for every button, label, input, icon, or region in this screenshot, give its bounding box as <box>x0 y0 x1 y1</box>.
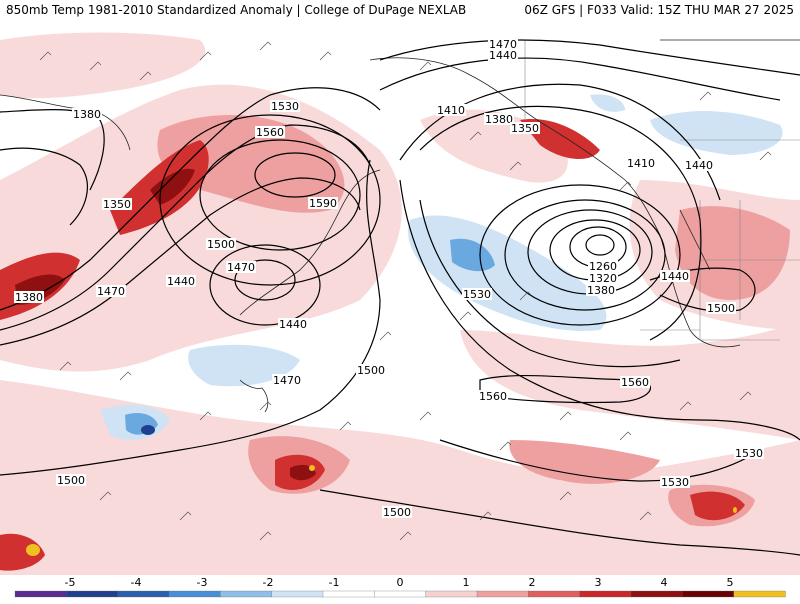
colorbar-tick-label: 0 <box>397 576 404 589</box>
colorbar-tick-label: 4 <box>661 576 668 589</box>
colorbar-swatch <box>220 590 273 598</box>
contour-label: 1500 <box>57 474 85 487</box>
contour-label: 1410 <box>627 157 655 170</box>
contour-label: 1500 <box>357 364 385 377</box>
colorbar-swatch <box>374 590 427 598</box>
colorbar-svg: -5 -4 -3 -2 -1 0 1 2 3 4 5 <box>14 576 786 598</box>
anomaly-fill-positive-medium <box>157 115 790 527</box>
colorbar-tick-label: -2 <box>263 576 274 589</box>
anomaly-fill-negative-dark <box>141 425 155 435</box>
wind-barbs <box>39 41 772 541</box>
contour-label: 1470 <box>227 261 255 274</box>
colorbar-tick-label: -5 <box>65 576 76 589</box>
contour-label: 1470 <box>273 374 301 387</box>
contour-label: 1590 <box>309 197 337 210</box>
colorbar-swatch <box>271 590 324 598</box>
contour-label: 1260 <box>589 260 617 273</box>
colorbar-swatch <box>425 590 478 598</box>
contour-label: 1560 <box>479 390 507 403</box>
colorbar: -5 -4 -3 -2 -1 0 1 2 3 4 5 <box>0 575 800 600</box>
anomaly-fill-extreme <box>26 465 737 556</box>
colorbar-swatches <box>14 590 786 598</box>
political-borders <box>524 40 800 341</box>
contour-label: 1350 <box>511 122 539 135</box>
colorbar-swatch <box>117 590 170 598</box>
weather-map: 1470 1440 1380 1530 1560 1590 1350 1500 … <box>0 20 800 575</box>
colorbar-tick-label: -4 <box>131 576 142 589</box>
colorbar-swatch <box>733 590 786 598</box>
contour-label: 1380 <box>73 108 101 121</box>
contour-label: 1440 <box>685 159 713 172</box>
contour-label: 1440 <box>167 275 195 288</box>
contour-label: 1440 <box>661 270 689 283</box>
map-header: 850mb Temp 1981-2010 Standardized Anomal… <box>0 0 800 20</box>
contour-label: 1440 <box>489 49 517 62</box>
contour-label: 1380 <box>15 291 43 304</box>
contour-label: 1380 <box>587 284 615 297</box>
contour-label: 1530 <box>271 100 299 113</box>
contour-label: 1440 <box>279 318 307 331</box>
colorbar-swatch <box>579 590 632 598</box>
colorbar-swatch <box>168 590 221 598</box>
contour-label: 1380 <box>485 113 513 126</box>
contour-label: 1560 <box>256 126 284 139</box>
contour-label: 1530 <box>735 447 763 460</box>
colorbar-swatch <box>322 590 375 598</box>
contour-label: 1530 <box>661 476 689 489</box>
contour-label: 1470 <box>97 285 125 298</box>
colorbar-tick-label: -3 <box>197 576 208 589</box>
contour-label: 1500 <box>383 506 411 519</box>
contour-label: 1320 <box>589 272 617 285</box>
contour-label: 1530 <box>463 288 491 301</box>
contour-label: 1410 <box>437 104 465 117</box>
contour-label: 1350 <box>103 198 131 211</box>
anomaly-map-svg: 1470 1440 1380 1530 1560 1590 1350 1500 … <box>0 20 800 575</box>
colorbar-swatch <box>528 590 581 598</box>
colorbar-swatch <box>476 590 529 598</box>
colorbar-tick-labels: -5 -4 -3 -2 -1 0 1 2 3 4 5 <box>65 576 734 589</box>
colorbar-tick-label: 5 <box>727 576 734 589</box>
colorbar-swatch <box>682 590 735 598</box>
model-run-title: 06Z GFS | F033 Valid: 15Z THU MAR 27 202… <box>524 3 794 17</box>
contour-label: 1500 <box>707 302 735 315</box>
colorbar-tick-label: 1 <box>463 576 470 589</box>
colorbar-tick-label: 2 <box>529 576 536 589</box>
colorbar-tick-label: -1 <box>329 576 340 589</box>
contour-label: 1470 <box>489 38 517 51</box>
colorbar-swatch <box>630 590 683 598</box>
colorbar-tick-label: 3 <box>595 576 602 589</box>
colorbar-swatch <box>66 590 119 598</box>
colorbar-swatch <box>14 590 67 598</box>
contour-label: 1560 <box>621 376 649 389</box>
product-title: 850mb Temp 1981-2010 Standardized Anomal… <box>6 3 467 17</box>
contour-label: 1500 <box>207 238 235 251</box>
contour-labels: 1470 1440 1380 1530 1560 1590 1350 1500 … <box>14 38 764 519</box>
